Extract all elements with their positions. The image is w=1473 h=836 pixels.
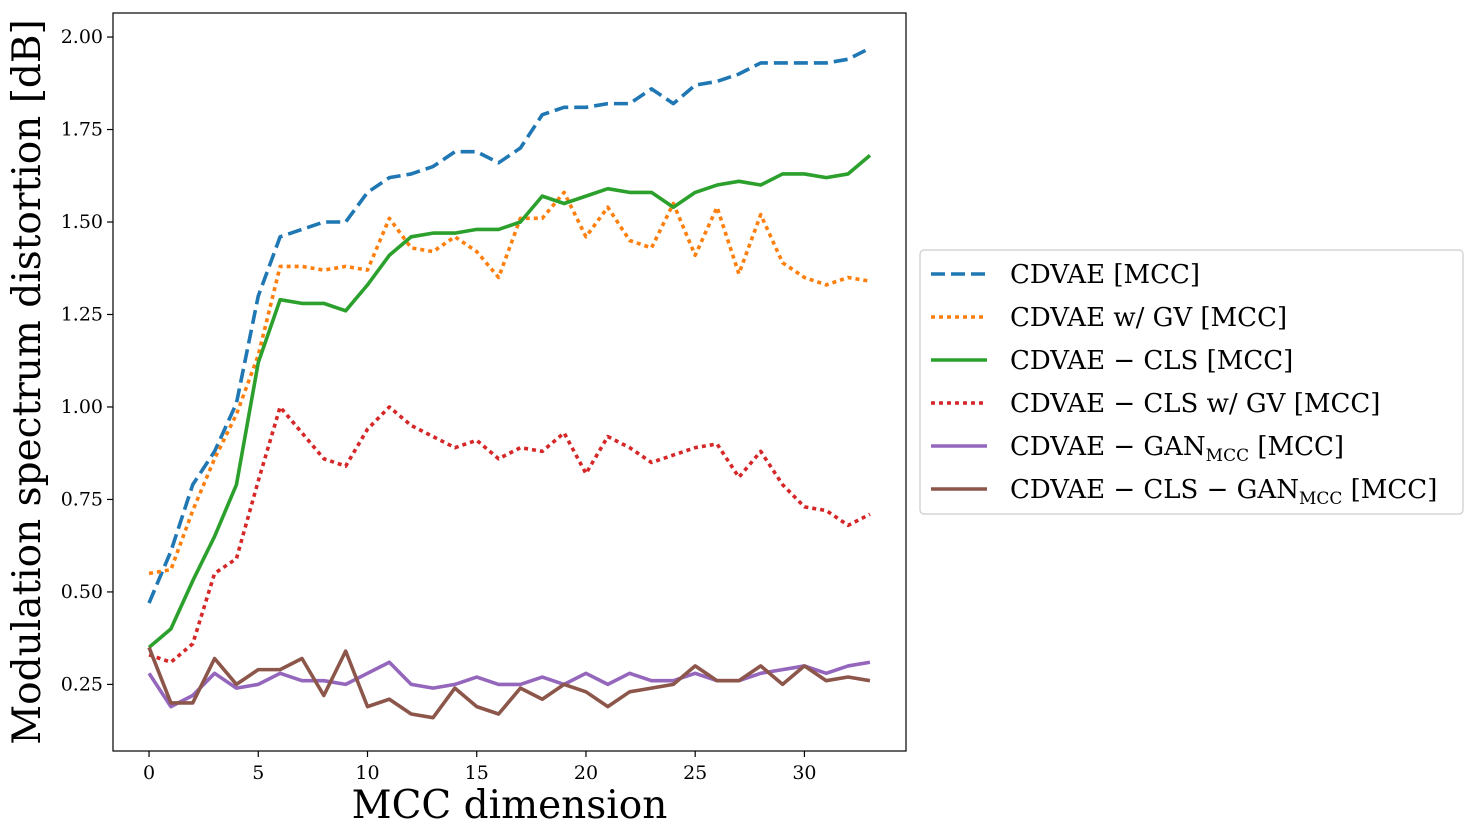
legend-label-4: CDVAE − CLS w/ GV [MCC] (1010, 389, 1380, 419)
series-line-4 (148, 405, 871, 665)
series-line-2 (148, 190, 871, 576)
y-tick-label: 2.00 (61, 26, 103, 48)
plot-area-frame (112, 12, 907, 752)
legend-label-text: CDVAE [MCC] (1010, 260, 1200, 290)
legend-label-1: CDVAE [MCC] (1010, 260, 1200, 290)
series-line-1 (147, 46, 871, 604)
x-tick-label: 30 (792, 762, 816, 784)
series-line-3 (147, 154, 872, 649)
legend-label-text: CDVAE − GAN (1010, 432, 1206, 462)
x-tick-label: 25 (683, 762, 707, 784)
x-tick-label: 15 (465, 762, 489, 784)
y-tick-label: 1.50 (61, 211, 103, 233)
y-axis-title: Modulation spectrum distortion [dB] (5, 19, 50, 745)
legend-label-5: CDVAE − GANMCC [MCC] (1010, 432, 1344, 466)
legend-label-text: CDVAE − CLS − GAN (1010, 475, 1299, 505)
legend-label-text: CDVAE w/ GV [MCC] (1010, 303, 1287, 333)
legend-label-text: [MCC] (1342, 475, 1437, 505)
x-tick-label: 10 (355, 762, 379, 784)
y-tick-label: 0.25 (61, 673, 103, 695)
legend-subscript: MCC (1206, 446, 1249, 466)
legend: CDVAE [MCC] CDVAE w/ GV [MCC] CDVAE − CLS … (919, 249, 1464, 515)
y-tick-label: 1.00 (61, 396, 103, 418)
y-tick-label: 0.75 (61, 488, 103, 510)
series-line-6 (147, 646, 871, 720)
series-line-5 (147, 660, 871, 709)
y-tick-label: 1.25 (61, 303, 103, 325)
legend-label-text: [MCC] (1249, 432, 1344, 462)
x-axis-ticks: 0 5 10 15 20 25 30 (143, 751, 817, 784)
y-axis-ticks: 0.25 0.50 0.75 1.00 1.25 1.50 1.75 2.00 (61, 26, 113, 695)
y-tick-label: 0.50 (61, 581, 103, 603)
x-tick-label: 0 (143, 762, 155, 784)
legend-label-6: CDVAE − CLS − GANMCC [MCC] (1010, 475, 1437, 509)
x-tick-label: 5 (252, 762, 264, 784)
legend-subscript: MCC (1299, 489, 1342, 509)
legend-label-text: CDVAE − CLS [MCC] (1010, 346, 1293, 376)
legend-label-2: CDVAE w/ GV [MCC] (1010, 303, 1287, 333)
x-axis-title: MCC dimension (352, 783, 668, 828)
series-lines (147, 46, 872, 720)
x-tick-label: 20 (574, 762, 598, 784)
legend-items: CDVAE [MCC] CDVAE w/ GV [MCC] CDVAE − CLS … (931, 260, 1437, 509)
legend-frame (919, 249, 1464, 515)
legend-label-3: CDVAE − CLS [MCC] (1010, 346, 1293, 376)
legend-label-text: CDVAE − CLS w/ GV [MCC] (1010, 389, 1380, 419)
y-tick-label: 1.75 (61, 119, 103, 141)
